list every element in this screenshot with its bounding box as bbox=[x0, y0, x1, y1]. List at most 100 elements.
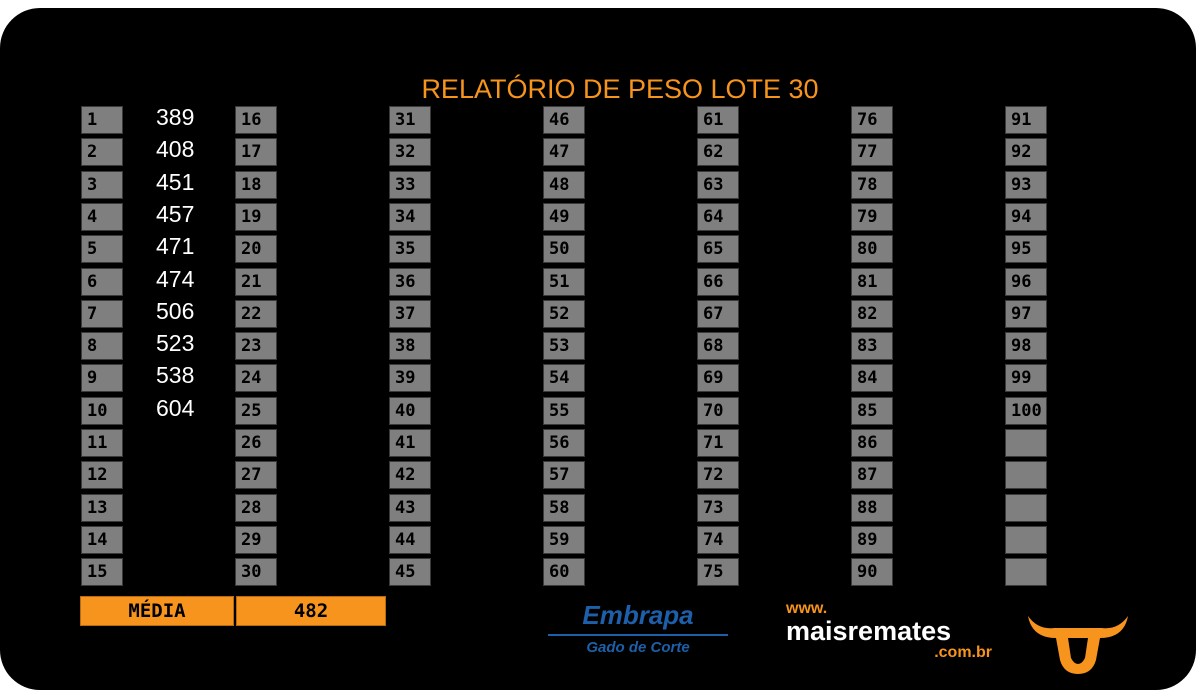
animal-number: 28 bbox=[235, 493, 277, 522]
animal-number: 9 bbox=[81, 364, 123, 393]
animal-number: 4 bbox=[81, 202, 123, 231]
animal-number: 68 bbox=[697, 332, 739, 361]
animal-number: 51 bbox=[543, 267, 585, 296]
animal-number: 31 bbox=[389, 106, 431, 134]
weight: 457 bbox=[156, 200, 195, 227]
animal-number: 75 bbox=[697, 558, 739, 587]
animal-number: 78 bbox=[851, 170, 893, 199]
empty-box bbox=[1005, 493, 1047, 522]
animal-number: 16 bbox=[235, 106, 277, 134]
animal-number: 67 bbox=[697, 299, 739, 328]
animal-number: 88 bbox=[851, 493, 893, 522]
weight: 604 bbox=[156, 394, 195, 421]
animal-number: 87 bbox=[851, 461, 893, 490]
animal-number: 2 bbox=[81, 138, 123, 167]
title: RELATÓRIO DE PESO LOTE 30 bbox=[421, 74, 819, 104]
animal-number: 47 bbox=[543, 138, 585, 167]
animal-number: 80 bbox=[851, 235, 893, 264]
weight: 389 bbox=[156, 104, 195, 130]
animal-number: 53 bbox=[543, 332, 585, 361]
empty-box bbox=[1005, 429, 1047, 457]
animal-number: 74 bbox=[697, 525, 739, 554]
animal-number: 19 bbox=[235, 202, 277, 231]
animal-number: 100 bbox=[1005, 396, 1047, 425]
animal-number: 61 bbox=[697, 106, 739, 134]
animal-number: 81 bbox=[851, 267, 893, 296]
empty-box bbox=[1005, 558, 1047, 587]
animal-number: 5 bbox=[81, 235, 123, 264]
empty-box bbox=[1005, 525, 1047, 554]
animal-number: 57 bbox=[543, 461, 585, 490]
animal-number: 39 bbox=[389, 364, 431, 393]
animal-number: 50 bbox=[543, 235, 585, 264]
animal-number: 21 bbox=[235, 267, 277, 296]
empty-box bbox=[1005, 461, 1047, 490]
animal-number: 11 bbox=[81, 429, 123, 457]
panel: RELATÓRIO DE PESO LOTE 30 1 2 3 4 5 6 7 8 9 10 11 1… bbox=[0, 8, 1196, 690]
animal-number: 83 bbox=[851, 332, 893, 361]
animal-number: 54 bbox=[543, 364, 585, 393]
animal-number: 40 bbox=[389, 396, 431, 425]
weight: 474 bbox=[156, 265, 195, 292]
animal-number: 52 bbox=[543, 299, 585, 328]
animal-number: 41 bbox=[389, 429, 431, 457]
embrapa-sub: Gado de Corte bbox=[586, 639, 690, 656]
animal-number: 43 bbox=[389, 493, 431, 522]
animal-number: 36 bbox=[389, 267, 431, 296]
weight: 538 bbox=[156, 362, 195, 389]
animal-number: 42 bbox=[389, 461, 431, 490]
animal-number: 59 bbox=[543, 525, 585, 554]
animal-number: 6 bbox=[81, 267, 123, 296]
animal-number: 92 bbox=[1005, 138, 1047, 167]
animal-number: 1 bbox=[81, 106, 123, 134]
animal-number: 84 bbox=[851, 364, 893, 393]
animal-number: 34 bbox=[389, 202, 431, 231]
animal-number: 82 bbox=[851, 299, 893, 328]
weight: 471 bbox=[156, 233, 195, 260]
animal-number: 46 bbox=[543, 106, 585, 134]
animal-number: 45 bbox=[389, 558, 431, 587]
animal-number: 3 bbox=[81, 170, 123, 199]
animal-number: 62 bbox=[697, 138, 739, 167]
animal-number: 15 bbox=[81, 558, 123, 587]
weight: 523 bbox=[156, 330, 195, 357]
animal-number: 66 bbox=[697, 267, 739, 296]
animal-number: 77 bbox=[851, 138, 893, 167]
animal-number: 93 bbox=[1005, 170, 1047, 199]
maisremates-logo: www. maisremates .com.br bbox=[786, 600, 1000, 670]
animal-number: 85 bbox=[851, 396, 893, 425]
animal-number: 32 bbox=[389, 138, 431, 167]
animal-number: 44 bbox=[389, 525, 431, 554]
animal-number: 91 bbox=[1005, 106, 1047, 134]
animal-number: 64 bbox=[697, 202, 739, 231]
animal-number: 38 bbox=[389, 332, 431, 361]
animal-number: 94 bbox=[1005, 202, 1047, 231]
animal-number: 20 bbox=[235, 235, 277, 264]
media-label: MÉDIA bbox=[80, 596, 234, 626]
animal-number: 73 bbox=[697, 493, 739, 522]
maisremates: maisremates bbox=[786, 616, 952, 646]
animal-number: 33 bbox=[389, 170, 431, 199]
weight: 451 bbox=[156, 168, 195, 195]
animal-number: 96 bbox=[1005, 267, 1047, 296]
animal-number: 79 bbox=[851, 202, 893, 231]
animal-number: 23 bbox=[235, 332, 277, 361]
animal-number: 76 bbox=[851, 106, 893, 134]
animal-number: 71 bbox=[697, 429, 739, 457]
animal-number: 60 bbox=[543, 558, 585, 587]
animal-number: 12 bbox=[81, 461, 123, 490]
animal-number: 49 bbox=[543, 202, 585, 231]
weight: 506 bbox=[156, 297, 195, 324]
animal-number: 48 bbox=[543, 170, 585, 199]
weight: 408 bbox=[156, 136, 195, 163]
bull-icon bbox=[1028, 616, 1128, 674]
animal-number: 18 bbox=[235, 170, 277, 199]
animal-number: 65 bbox=[697, 235, 739, 264]
animal-number: 89 bbox=[851, 525, 893, 554]
animal-number: 22 bbox=[235, 299, 277, 328]
animal-number: 55 bbox=[543, 396, 585, 425]
animal-number: 63 bbox=[697, 170, 739, 199]
animal-number: 14 bbox=[81, 525, 123, 554]
animal-number: 56 bbox=[543, 429, 585, 457]
